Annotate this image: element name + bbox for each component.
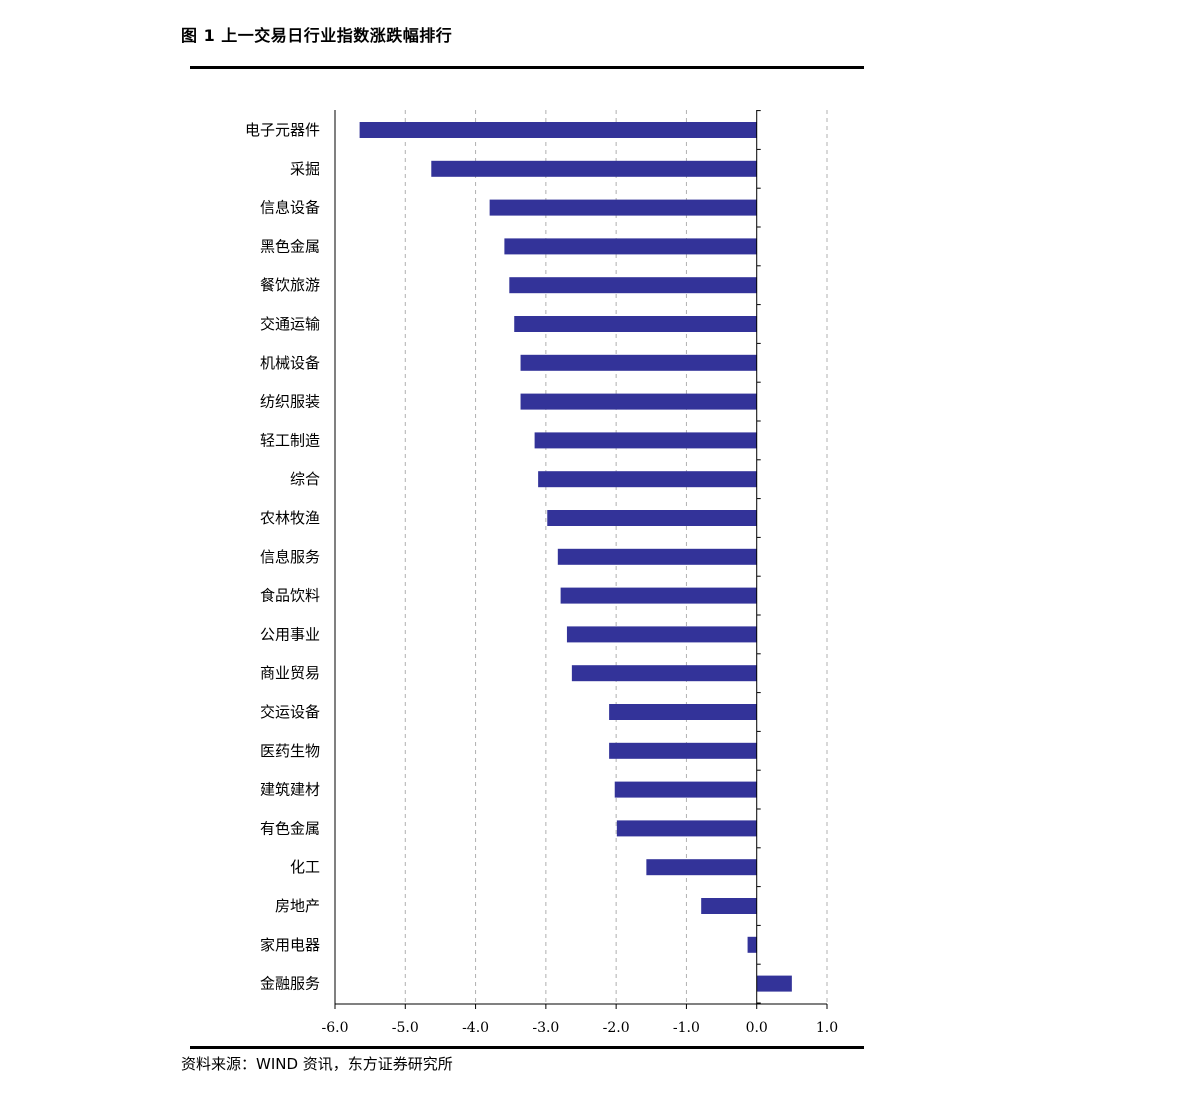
figure-title: 图 1 上一交易日行业指数涨跌幅排行 <box>181 26 453 45</box>
category-label: 化工 <box>290 858 320 876</box>
x-tick-label: -5.0 <box>392 1020 419 1036</box>
bar-17 <box>609 742 757 759</box>
bar-6 <box>514 316 757 332</box>
category-label: 餐饮旅游 <box>260 276 320 294</box>
bar-12 <box>557 548 757 565</box>
x-tick-label: -4.0 <box>462 1020 489 1036</box>
bar-23 <box>756 975 792 992</box>
category-label: 家用电器 <box>260 936 320 954</box>
bar-5 <box>509 277 757 294</box>
bar-10 <box>538 471 757 488</box>
x-tick-label: 1.0 <box>816 1020 838 1036</box>
source-note: 资料来源：WIND 资讯，东方证券研究所 <box>181 1055 453 1073</box>
gridlines <box>404 110 828 1004</box>
bar-2 <box>431 160 757 177</box>
category-label: 机械设备 <box>260 354 320 372</box>
category-label: 建筑建材 <box>260 781 320 799</box>
category-label: 金融服务 <box>260 975 320 993</box>
category-label: 轻工制造 <box>260 431 320 449</box>
category-labels: 电子元器件采掘信息设备黑色金属餐饮旅游交通运输机械设备纺织服装轻工制造综合农林牧… <box>245 121 320 993</box>
category-label: 公用事业 <box>260 625 320 643</box>
category-label: 采掘 <box>290 160 320 178</box>
bar-16 <box>609 704 757 720</box>
bar-11 <box>547 510 757 526</box>
bar-8 <box>520 393 757 410</box>
bar-13 <box>560 587 757 604</box>
category-label: 医药生物 <box>260 742 320 760</box>
category-label: 交通运输 <box>260 315 320 333</box>
category-label: 农林牧渔 <box>260 509 320 527</box>
tick-labels: -6.0 -5.0 -4.0 -3.0 -2.0 -1.0 0.0 1.0 <box>322 1020 839 1036</box>
category-label: 有色金属 <box>260 819 320 837</box>
category-label: 纺织服装 <box>260 393 320 411</box>
category-label: 食品饮料 <box>260 587 320 605</box>
bar-19 <box>616 820 757 837</box>
category-label: 信息服务 <box>260 548 320 566</box>
bar-9 <box>534 432 757 449</box>
bar-1 <box>359 122 757 138</box>
bar-14 <box>566 626 757 643</box>
bar-18 <box>614 781 757 798</box>
bar-15 <box>571 665 757 682</box>
category-label: 交运设备 <box>260 703 320 721</box>
bar-22 <box>747 936 757 953</box>
x-tick-label: -2.0 <box>603 1020 630 1036</box>
category-label: 商业贸易 <box>260 664 320 682</box>
axes <box>334 110 828 1009</box>
x-tick-label: 0.0 <box>746 1020 768 1036</box>
top-rule <box>190 66 864 69</box>
category-label: 房地产 <box>275 897 320 915</box>
x-tick-label: -1.0 <box>673 1020 700 1036</box>
bottom-rule <box>190 1046 864 1049</box>
category-label: 综合 <box>290 470 320 488</box>
x-tick-label: -6.0 <box>322 1020 349 1036</box>
bars <box>359 122 792 992</box>
category-label: 电子元器件 <box>245 121 320 139</box>
bar-3 <box>489 199 757 216</box>
bar-21 <box>701 898 757 914</box>
category-label: 黑色金属 <box>260 237 320 255</box>
bar-7 <box>520 354 757 371</box>
x-tick-label: -3.0 <box>532 1020 559 1036</box>
category-label: 信息设备 <box>260 199 320 217</box>
bar-4 <box>504 238 757 255</box>
bar-20 <box>646 859 757 876</box>
